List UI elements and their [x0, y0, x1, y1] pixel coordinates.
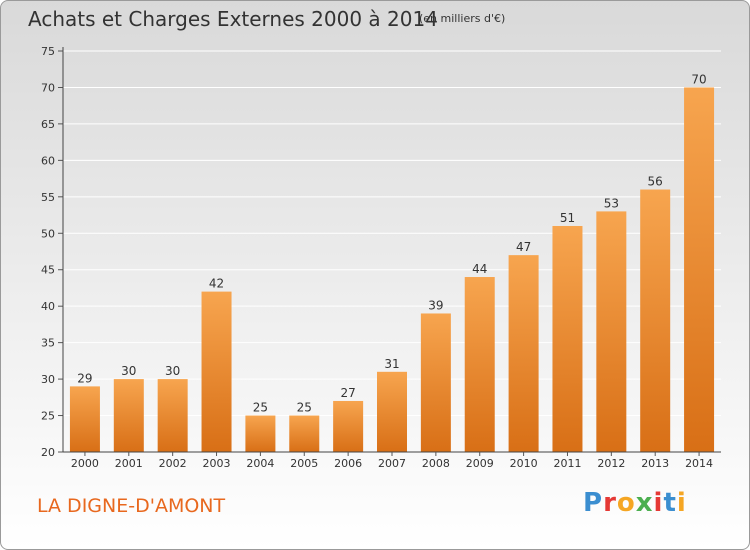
data-label: 47	[516, 240, 531, 254]
x-tick-label: 2004	[246, 457, 274, 470]
x-tick-label: 2001	[115, 457, 143, 470]
y-tick-label: 40	[41, 300, 55, 313]
x-tick-label: 2003	[203, 457, 231, 470]
y-tick-label: 65	[41, 118, 55, 131]
data-label: 25	[297, 401, 312, 415]
logo-letter: x	[635, 488, 654, 518]
data-label: 27	[340, 386, 355, 400]
data-label: 51	[560, 211, 575, 225]
logo-letter: o	[616, 488, 636, 518]
bar	[420, 313, 451, 452]
bar	[289, 415, 320, 452]
y-tick-label: 20	[41, 446, 55, 459]
x-tick-label: 2011	[553, 457, 581, 470]
x-tick-label: 2007	[378, 457, 406, 470]
y-tick-label: 50	[41, 227, 55, 240]
x-tick-label: 2002	[159, 457, 187, 470]
bar	[508, 255, 539, 452]
x-tick-label: 2008	[422, 457, 450, 470]
x-tick-label: 2010	[510, 457, 538, 470]
x-tick-label: 2005	[290, 457, 318, 470]
y-tick-label: 55	[41, 191, 55, 204]
data-label: 56	[648, 175, 663, 189]
y-tick-label: 70	[41, 81, 55, 94]
bar	[157, 379, 188, 452]
bar	[333, 400, 364, 452]
bars-layer	[69, 87, 715, 453]
x-tick-label: 2009	[466, 457, 494, 470]
bar	[69, 386, 100, 452]
y-tick-label: 45	[41, 264, 55, 277]
logo-letter: i	[653, 488, 664, 518]
y-tick-label: 75	[41, 45, 55, 58]
data-label: 42	[209, 277, 224, 291]
y-tick-label: 60	[41, 154, 55, 167]
data-label: 53	[604, 196, 619, 210]
labels-layer: 2000 29 2001 30 2002 30 2003 42 2004 25 2005 25 2006…	[71, 72, 713, 470]
bar	[640, 189, 671, 452]
data-label: 25	[253, 401, 268, 415]
x-tick-label: 2014	[685, 457, 713, 470]
logo-letter: t	[663, 488, 677, 518]
proxiti-logo: Proxiti	[583, 488, 687, 518]
data-label: 31	[384, 357, 399, 371]
axis-layer: 20 25 30 35 40 45 50 55 60 65 70 75	[41, 45, 721, 459]
x-tick-label: 2006	[334, 457, 362, 470]
chart-title: Achats et Charges Externes 2000 à 2014	[28, 7, 438, 31]
x-tick-label: 2013	[641, 457, 669, 470]
data-label: 70	[691, 72, 706, 86]
data-label: 29	[77, 371, 92, 385]
y-tick-label: 30	[41, 373, 55, 386]
data-label: 30	[165, 364, 180, 378]
data-label: 39	[428, 298, 443, 312]
bar	[201, 291, 232, 452]
bar	[552, 225, 583, 452]
bar	[113, 379, 144, 452]
logo-letter: i	[676, 488, 687, 518]
y-tick-label: 35	[41, 337, 55, 350]
bar	[464, 277, 495, 452]
commune-name: LA DIGNE-D'AMONT	[37, 495, 226, 517]
data-label: 30	[121, 364, 136, 378]
chart-subtitle: (en milliers d'€)	[419, 12, 506, 25]
y-tick-label: 25	[41, 410, 55, 423]
data-label: 44	[472, 262, 487, 276]
bar	[596, 211, 627, 452]
bar	[684, 87, 715, 453]
x-tick-label: 2012	[597, 457, 625, 470]
x-tick-label: 2000	[71, 457, 99, 470]
logo-letter: r	[603, 488, 617, 518]
logo-letter: P	[583, 488, 604, 518]
bar	[245, 415, 276, 452]
bar	[377, 371, 407, 452]
